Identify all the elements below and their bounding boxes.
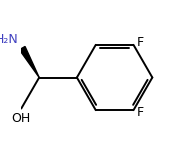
- Polygon shape: [19, 46, 39, 78]
- Text: H₂N: H₂N: [0, 33, 19, 46]
- Text: F: F: [137, 106, 144, 119]
- Text: F: F: [137, 36, 144, 49]
- Text: OH: OH: [11, 112, 30, 125]
